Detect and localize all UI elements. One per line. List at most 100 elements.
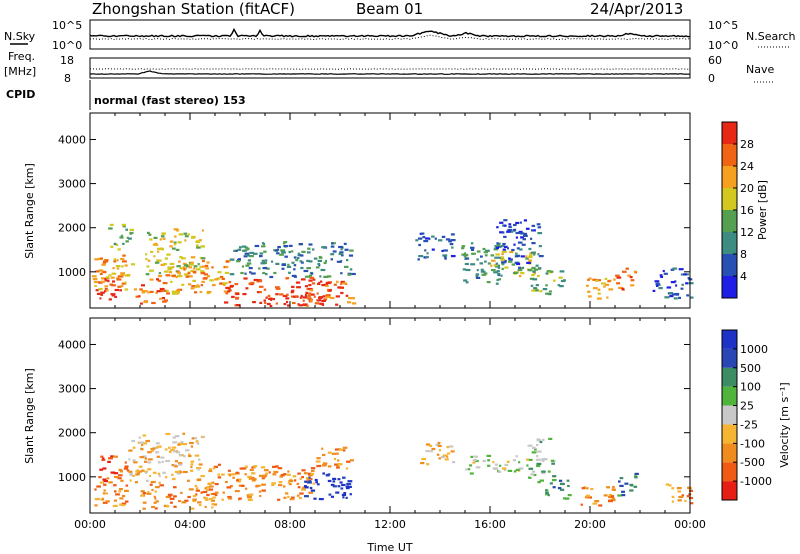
range-cell	[496, 244, 500, 247]
range-cell	[245, 264, 250, 267]
range-cell	[616, 282, 621, 285]
range-cell	[520, 236, 524, 239]
range-cell	[108, 481, 113, 484]
range-cell	[461, 247, 465, 250]
range-cell	[135, 473, 139, 476]
range-cell	[198, 463, 203, 466]
range-cell	[513, 470, 517, 473]
range-cell	[159, 247, 164, 250]
range-cell	[200, 475, 205, 478]
range-cell	[259, 255, 263, 258]
range-cell	[164, 448, 168, 451]
range-cell	[217, 463, 221, 466]
range-cell	[173, 495, 177, 498]
range-cell	[210, 492, 214, 496]
range-cell	[100, 280, 105, 283]
range-cell	[170, 501, 173, 504]
range-cell	[421, 457, 426, 461]
range-cell	[103, 480, 108, 483]
range-cell	[200, 284, 204, 287]
range-cell	[132, 459, 136, 462]
range-cell	[117, 477, 122, 480]
range-cell	[675, 292, 679, 296]
range-cell	[243, 255, 248, 258]
range-cell	[153, 495, 156, 498]
range-cell	[189, 507, 195, 510]
range-cell	[541, 438, 545, 441]
range-cell	[530, 473, 535, 476]
range-cell	[310, 472, 315, 476]
range-cell	[492, 461, 495, 464]
power-yaxis: 1000 2000 3000 4000	[58, 133, 690, 279]
colorbar-swatch	[722, 462, 737, 482]
range-cell	[174, 470, 179, 473]
range-cell	[211, 284, 216, 287]
range-cell	[308, 260, 313, 263]
colorbar-swatch	[722, 443, 737, 463]
range-cell	[545, 491, 549, 494]
colorbar-tick-label: 28	[740, 138, 754, 151]
range-cell	[272, 473, 277, 476]
range-cell	[548, 290, 552, 293]
range-cell	[451, 246, 454, 249]
range-cell	[155, 442, 160, 445]
range-cell	[509, 230, 514, 233]
range-cell	[91, 275, 97, 278]
range-cell	[182, 266, 185, 269]
range-cell	[265, 296, 268, 299]
range-cell	[472, 458, 477, 462]
range-cell	[450, 239, 456, 242]
range-cell	[508, 225, 512, 228]
range-cell	[235, 292, 240, 296]
range-cell	[138, 470, 142, 473]
range-cell	[436, 453, 440, 456]
range-cell	[197, 478, 202, 481]
range-cell	[147, 231, 150, 234]
range-cell	[119, 497, 124, 500]
range-cell	[287, 263, 290, 266]
range-cell	[528, 458, 533, 461]
range-cell	[302, 296, 307, 299]
range-cell	[611, 499, 616, 502]
range-cell	[173, 243, 177, 246]
range-cell	[173, 450, 176, 453]
range-cell	[192, 498, 197, 501]
range-cell	[512, 459, 516, 462]
range-cell	[536, 439, 541, 442]
range-cell	[94, 258, 100, 261]
range-cell	[518, 467, 521, 471]
range-cell	[325, 295, 331, 299]
range-cell	[322, 453, 326, 457]
range-cell	[191, 437, 195, 440]
range-cell	[317, 282, 321, 285]
range-cell	[261, 477, 265, 480]
nsearch-tick-bottom: 10^0	[708, 39, 738, 52]
range-cell	[125, 228, 128, 231]
range-cell	[537, 226, 542, 229]
range-cell	[481, 273, 487, 276]
range-cell	[240, 271, 244, 275]
range-cell	[304, 275, 310, 278]
range-cell	[210, 499, 215, 502]
range-cell	[113, 242, 117, 246]
range-cell	[662, 269, 665, 273]
range-cell	[347, 273, 352, 276]
range-cell	[172, 436, 176, 439]
range-cell	[346, 259, 349, 262]
range-cell	[300, 261, 304, 264]
range-cell	[114, 288, 120, 292]
range-cell	[266, 302, 271, 306]
range-cell	[243, 249, 247, 252]
range-cell	[340, 280, 345, 283]
range-cell	[263, 242, 266, 245]
range-cell	[557, 487, 562, 490]
range-cell	[261, 483, 266, 486]
range-cell	[258, 474, 264, 477]
range-cell	[509, 250, 514, 254]
range-cell	[112, 504, 118, 507]
range-cell	[105, 492, 109, 495]
x-tick-label: 04:00	[174, 518, 206, 531]
range-cell	[526, 464, 529, 467]
range-cell	[593, 287, 598, 290]
range-cell	[114, 475, 119, 479]
